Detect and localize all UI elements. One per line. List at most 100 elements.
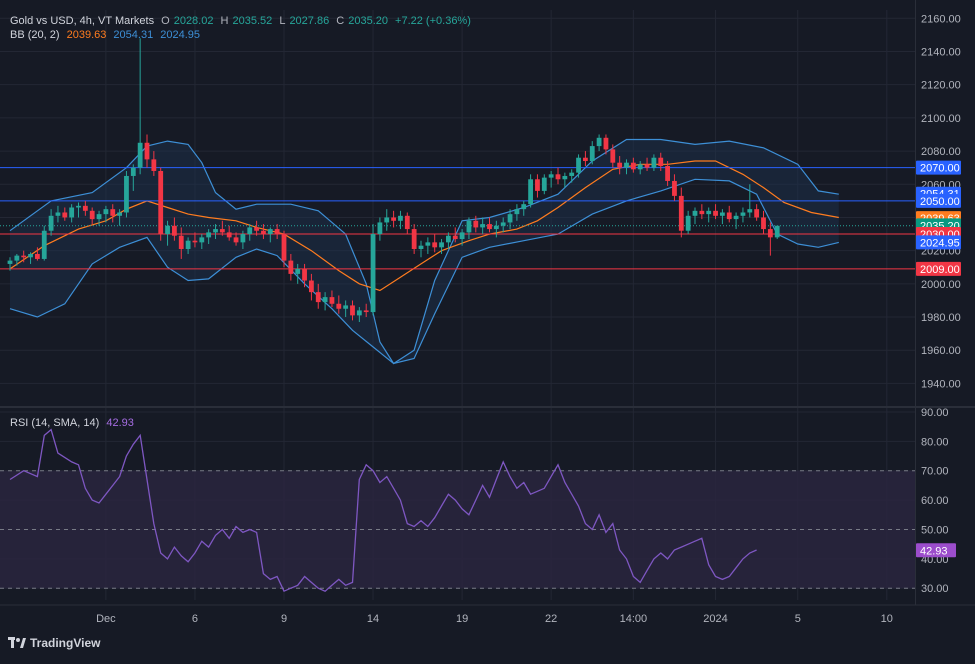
rsi-value-tag	[916, 543, 956, 558]
price-tick-label: 2020.00	[921, 246, 961, 258]
candle-body	[562, 175, 568, 180]
candle-body	[452, 235, 458, 240]
bb-upper-line	[9, 138, 839, 365]
candle-body	[103, 209, 109, 215]
low-value: 2027.86	[289, 15, 330, 27]
candle-body	[363, 310, 369, 313]
candle-body	[356, 310, 362, 316]
price-tick-label: 2100.00	[921, 113, 961, 125]
candle-body	[747, 209, 753, 213]
candle-body	[473, 220, 479, 228]
candle-body	[35, 253, 40, 259]
candle-body	[685, 215, 691, 231]
candle-body	[630, 162, 636, 170]
rsi-value-tag-label: 42.93	[920, 545, 948, 557]
candle-body	[774, 225, 780, 238]
candle-body	[548, 174, 554, 178]
candle-body	[226, 232, 232, 238]
bb-lower-line	[9, 178, 839, 365]
time-tick-label: 10	[881, 613, 893, 625]
price-tag-label: 2050.00	[920, 196, 960, 208]
candle-body	[206, 232, 212, 238]
candle-body	[247, 227, 253, 235]
candle-body	[315, 292, 321, 303]
candle-body	[555, 174, 561, 180]
candle-body	[151, 159, 157, 171]
candle-body	[233, 237, 239, 243]
tradingview-logo[interactable]: TradingView	[8, 636, 100, 650]
candle-body	[48, 215, 54, 231]
candle-body	[740, 212, 746, 216]
candle-body	[28, 253, 33, 258]
candle-body	[500, 222, 506, 226]
price-tag	[916, 235, 961, 250]
candle-body	[55, 212, 61, 216]
candle-body	[69, 207, 75, 218]
rsi-tick-label: 60.00	[921, 495, 949, 507]
candle-body	[411, 229, 417, 249]
candle-body	[343, 305, 349, 309]
candle-body	[651, 157, 657, 168]
candle-body	[158, 170, 164, 235]
candle-body	[281, 234, 287, 261]
rsi-tick-label: 50.00	[921, 524, 949, 536]
candle-body	[678, 195, 684, 231]
candle-body	[583, 157, 588, 162]
open-label: O	[161, 15, 170, 27]
rsi-line	[9, 428, 757, 593]
candle-body	[699, 210, 705, 215]
candle-body	[541, 177, 547, 191]
candle-body	[76, 205, 81, 208]
candle-body	[274, 229, 280, 235]
price-tag	[916, 160, 961, 175]
candle-body	[658, 157, 664, 167]
candle-body	[295, 268, 301, 274]
candle-body	[466, 220, 472, 233]
rsi-label: RSI (14, SMA, 14)	[10, 417, 100, 429]
candle-body	[637, 164, 643, 170]
candle-body	[439, 242, 444, 248]
candle-body	[240, 234, 246, 243]
candle-body	[720, 212, 725, 216]
time-tick-label: 6	[192, 613, 198, 625]
candle-body	[767, 229, 773, 238]
candle-body	[302, 268, 307, 281]
candle-body	[178, 235, 184, 249]
bb-legend: BB (20, 2) 2039.63 2054.31 2024.95	[10, 29, 204, 41]
candle-body	[617, 162, 623, 168]
candle-body	[89, 210, 95, 220]
candle-body	[404, 215, 410, 230]
time-tick-label: 22	[545, 613, 557, 625]
candle-body	[733, 215, 739, 220]
candle-body	[322, 297, 328, 303]
candle-body	[137, 142, 143, 168]
rsi-legend: RSI (14, SMA, 14) 42.93	[10, 417, 138, 429]
price-tag-label: 2070.00	[920, 163, 960, 175]
candle-body	[267, 229, 273, 235]
candle-body	[82, 205, 88, 211]
candle-body	[219, 229, 225, 233]
candle-body	[480, 224, 486, 228]
rsi-tick-label: 90.00	[921, 407, 949, 419]
price-tick-label: 1980.00	[921, 312, 961, 324]
candle-body	[713, 210, 718, 216]
tradingview-logo-icon	[8, 637, 26, 649]
price-tick-label: 1960.00	[921, 345, 961, 357]
candle-body	[117, 212, 122, 216]
candle-body	[398, 215, 403, 221]
candle-body	[288, 260, 294, 274]
symbol-label: Gold vs USD, 4h, VT Markets	[10, 15, 155, 27]
candle-body	[589, 146, 595, 162]
candle-body	[576, 157, 581, 173]
bb-label: BB (20, 2)	[10, 29, 60, 41]
candle-body	[144, 142, 150, 160]
candle-body	[514, 209, 520, 215]
close-value: 2035.20	[348, 15, 388, 27]
candle-body	[14, 255, 20, 261]
bb-lower-value: 2024.95	[160, 29, 201, 41]
time-tick-label: 2024	[703, 613, 727, 625]
candle-body	[603, 137, 609, 150]
high-label: H	[220, 15, 229, 27]
open-value: 2028.02	[173, 15, 214, 27]
